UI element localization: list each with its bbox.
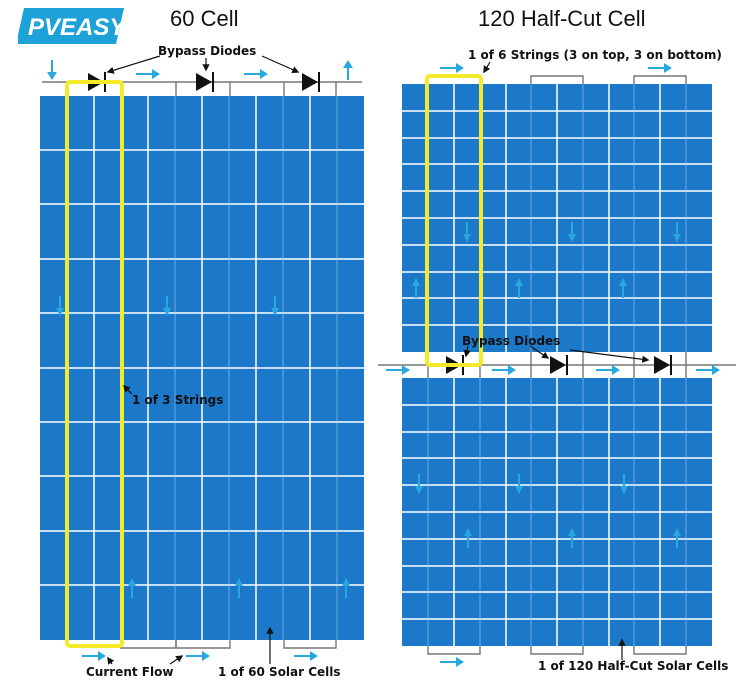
title-60-cell: 60 Cell: [170, 6, 239, 31]
diode-icon: [302, 72, 320, 92]
panel-60-cell: [40, 96, 364, 640]
bypass-diodes-left-label: Bypass Diodes: [158, 44, 257, 58]
panel-120-bottom: [402, 378, 712, 646]
panel-120-top: [402, 84, 712, 352]
strings-left-label: 1 of 3 Strings: [132, 393, 224, 407]
current-flow-label: Current Flow: [86, 665, 174, 679]
title-120-half-cut-cell: 120 Half-Cut Cell: [478, 6, 646, 31]
diode-icon: [550, 355, 568, 375]
bypass-diodes-right-label: Bypass Diodes: [462, 334, 561, 348]
callout-pointers: [106, 55, 650, 665]
string-highlight-right: [425, 74, 483, 367]
diode-icon: [196, 72, 214, 92]
strings-right-label: 1 of 6 Strings (3 on top, 3 on bottom): [468, 48, 722, 62]
string-highlight-left: [65, 80, 124, 648]
logo-text: PVEASY.: [28, 14, 128, 41]
diode-icon: [654, 355, 672, 375]
solar-cells-right-label: 1 of 120 Half-Cut Solar Cells: [538, 659, 729, 673]
pveasy-logo: PVEASY.: [16, 6, 130, 46]
solar-cells-left-label: 1 of 60 Solar Cells: [218, 665, 341, 679]
current-flow-arrows: [47, 60, 720, 667]
